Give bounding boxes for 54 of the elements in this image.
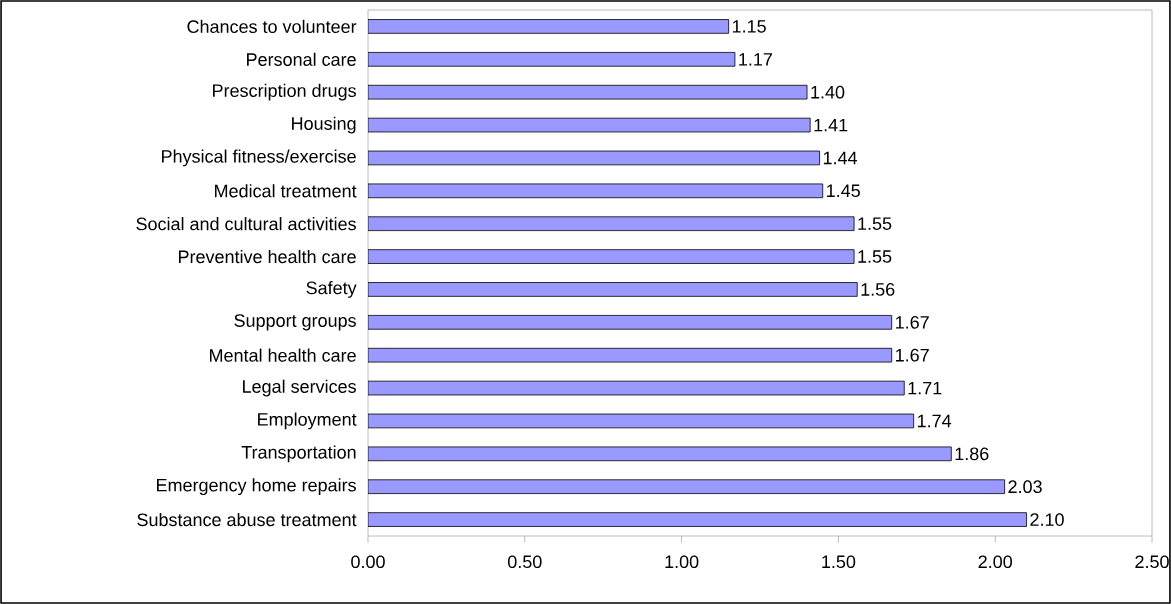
data-label: 1.40 bbox=[811, 85, 845, 99]
y-tick-label: Support groups bbox=[234, 314, 356, 331]
bar bbox=[368, 446, 952, 462]
data-label: 1.67 bbox=[896, 315, 929, 329]
y-tick-label: Mental health care bbox=[210, 348, 356, 362]
data-label: 2.10 bbox=[1030, 513, 1064, 526]
bar bbox=[368, 183, 824, 199]
y-tick-label: Transportation bbox=[241, 445, 356, 463]
x-tick-label: 2.00 bbox=[978, 555, 1013, 569]
bar bbox=[368, 216, 855, 231]
data-label: 1.71 bbox=[908, 381, 942, 395]
bar bbox=[368, 282, 858, 297]
y-tick-label: Personal care bbox=[247, 52, 356, 66]
x-tick-label: 1.50 bbox=[822, 555, 856, 569]
data-label: 1.86 bbox=[955, 447, 989, 461]
bar bbox=[368, 19, 730, 34]
bar bbox=[368, 479, 1006, 494]
y-tick-label: Legal services bbox=[243, 379, 356, 397]
x-tick-label: 2.50 bbox=[1135, 555, 1169, 569]
y-tick-label: Prescription drugs bbox=[213, 83, 356, 101]
data-label: 1.41 bbox=[814, 118, 848, 132]
y-tick-label: Preventive health care bbox=[179, 249, 356, 264]
y-tick-label: Employment bbox=[258, 412, 357, 430]
data-label: 2.03 bbox=[1008, 480, 1042, 494]
data-label: 1.55 bbox=[858, 250, 892, 263]
data-label: 1.17 bbox=[739, 53, 772, 66]
x-tick-label: 1.00 bbox=[665, 555, 699, 569]
y-tick-label: Emergency home repairs bbox=[157, 478, 356, 496]
bar bbox=[368, 117, 811, 133]
y-tick-label: Physical fitness/exercise bbox=[162, 149, 356, 167]
bar bbox=[368, 315, 893, 330]
y-tick-label: Substance abuse treatment bbox=[137, 512, 357, 527]
y-tick-label: Chances to volunteer bbox=[187, 19, 357, 34]
bar bbox=[368, 52, 736, 67]
data-label: 1.67 bbox=[896, 348, 929, 362]
data-label: 1.74 bbox=[917, 414, 952, 428]
bar bbox=[368, 413, 915, 429]
data-label: 1.45 bbox=[827, 184, 860, 198]
bar bbox=[368, 380, 905, 396]
y-tick-label: Medical treatment bbox=[215, 184, 357, 198]
data-label: 1.55 bbox=[858, 217, 892, 230]
x-tick-label: 0.00 bbox=[351, 555, 385, 569]
y-tick-label: Housing bbox=[292, 116, 356, 134]
y-tick-label: Social and cultural activities bbox=[136, 217, 356, 231]
bar bbox=[368, 150, 820, 166]
data-label: 1.15 bbox=[732, 20, 766, 33]
bar bbox=[368, 512, 1027, 527]
bar bbox=[368, 347, 893, 363]
bar bbox=[368, 84, 808, 100]
bar bbox=[368, 249, 855, 264]
data-label: 1.56 bbox=[861, 283, 895, 296]
x-tick-label: 0.50 bbox=[508, 555, 542, 569]
y-tick-label: Safety bbox=[306, 281, 357, 298]
data-label: 1.44 bbox=[823, 151, 858, 165]
